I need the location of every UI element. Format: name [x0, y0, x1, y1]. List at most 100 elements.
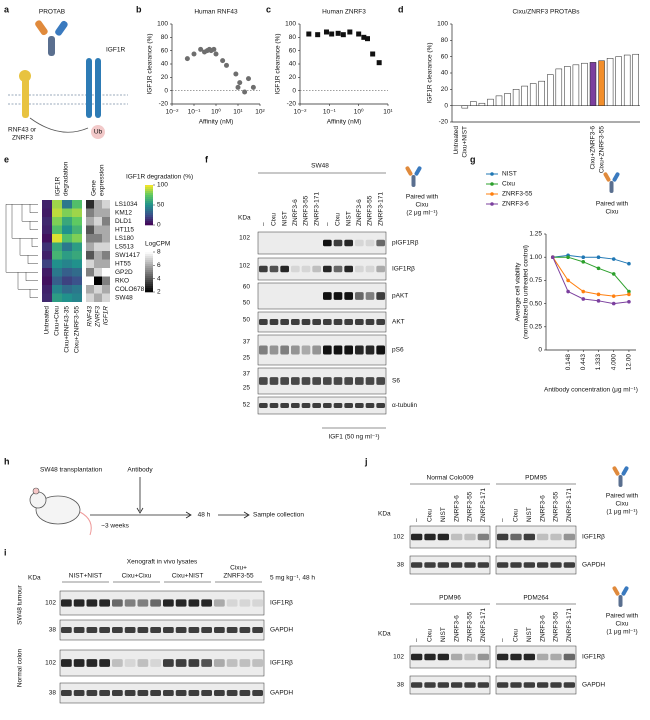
panel-letter: j [364, 456, 368, 466]
lane-label: ZNRF3-55 [553, 611, 560, 642]
blot-band [333, 402, 343, 409]
lane-label: ZNRF3-6 [539, 615, 546, 642]
protein-label: pAKT [392, 293, 408, 300]
bar [606, 58, 614, 106]
lane-label: ZNRF3-55 [467, 491, 474, 522]
blot-band [291, 345, 300, 355]
blot-band [291, 319, 300, 325]
colorbar [145, 217, 153, 220]
point [198, 46, 204, 52]
blot-band [124, 659, 136, 667]
blot-band [550, 682, 562, 688]
legend-marker [490, 192, 494, 196]
step: Antibody [127, 467, 153, 474]
heatmap-cell [86, 293, 94, 302]
blot-band [73, 627, 85, 633]
note: Cixu [615, 501, 628, 508]
heatmap-cell [52, 208, 62, 217]
heatmap-cell [72, 225, 82, 234]
y-tick-label: 40 [161, 61, 169, 68]
point [340, 32, 346, 38]
y-tick-label: -20 [287, 101, 297, 108]
column-label: IGF1R [103, 306, 110, 325]
header: Xenograft in vivo lysates [127, 559, 198, 566]
colorbar [145, 264, 153, 267]
blot-band [137, 599, 149, 607]
kda-marker: 25 [243, 385, 251, 392]
arrow [29, 117, 89, 133]
colorbar [145, 280, 153, 283]
panel-letter: g [470, 154, 476, 164]
blot [257, 257, 387, 281]
blot-band [73, 599, 85, 607]
blot-band [365, 292, 375, 300]
colorbar [145, 207, 153, 210]
y-tick-label: 60 [289, 47, 297, 54]
colorbar [145, 274, 153, 277]
series-line [552, 256, 629, 305]
blot-band [99, 627, 110, 633]
tissue-label: SW48 tumour [17, 584, 24, 625]
blot-band [344, 402, 353, 409]
blot-band [124, 599, 136, 607]
blot-band [563, 653, 575, 661]
heatmap-cell [72, 208, 82, 217]
blot-band [280, 319, 289, 325]
blot-band [86, 599, 98, 607]
mouse-ear [32, 487, 40, 495]
y-axis-title: (normalized to untreated control) [523, 245, 530, 339]
x-tick-label: Untreated [453, 126, 460, 155]
series-line [552, 254, 630, 265]
y-axis-title: IGF1R clearance (%) [427, 42, 434, 103]
heatmap-cell [102, 208, 110, 217]
group-label: Cixu+ [230, 565, 247, 572]
blot-band [137, 627, 149, 633]
blot-band [301, 402, 311, 409]
protein-label: IGF1Rβ [582, 534, 605, 541]
column-label: RNF43 [87, 306, 94, 327]
point [611, 257, 616, 261]
blot-band [291, 402, 300, 409]
lane-label: NIST [345, 211, 352, 226]
label: IGF1R [106, 47, 125, 54]
heatmap-cell [62, 293, 72, 302]
colorbar [145, 215, 153, 218]
colorbar [145, 284, 153, 287]
label: ZNRF3 [12, 135, 33, 142]
lane-label: Cixu [513, 509, 520, 522]
protein-label: GAPDH [270, 690, 293, 697]
point [627, 261, 631, 266]
antibody-icon [618, 475, 623, 487]
protein-label: GAPDH [582, 562, 605, 569]
lane-label: ZNRF3-55 [367, 195, 374, 226]
point [596, 266, 601, 271]
colorbar [145, 199, 153, 202]
x-tick-label: 10⁻² [294, 109, 308, 116]
legend-marker [490, 182, 494, 186]
blot-band [424, 533, 436, 541]
blot-band [563, 682, 575, 688]
heatmap-cell [62, 268, 72, 277]
blot-band [175, 659, 187, 667]
blot [495, 525, 577, 549]
heatmap-cell [62, 242, 72, 251]
blot-band [269, 377, 279, 385]
protab-arm [35, 20, 48, 36]
blot-band [226, 659, 238, 667]
dendrogram [5, 204, 38, 273]
heatmap-cell [42, 225, 52, 234]
blot-band [312, 265, 321, 273]
colorbar [145, 203, 153, 206]
colorbar [145, 268, 153, 271]
row-label: KM12 [115, 209, 132, 216]
colorbar [145, 189, 153, 192]
blot-band [424, 682, 436, 688]
colorbar-tick-label: 0 [157, 222, 161, 229]
point [223, 62, 229, 68]
chart-title: Cixu/ZNRF3 PROTABs [512, 9, 580, 16]
heatmap-cell [52, 276, 62, 285]
blot-band [411, 562, 423, 568]
blot-band [312, 377, 321, 385]
point [235, 84, 241, 90]
